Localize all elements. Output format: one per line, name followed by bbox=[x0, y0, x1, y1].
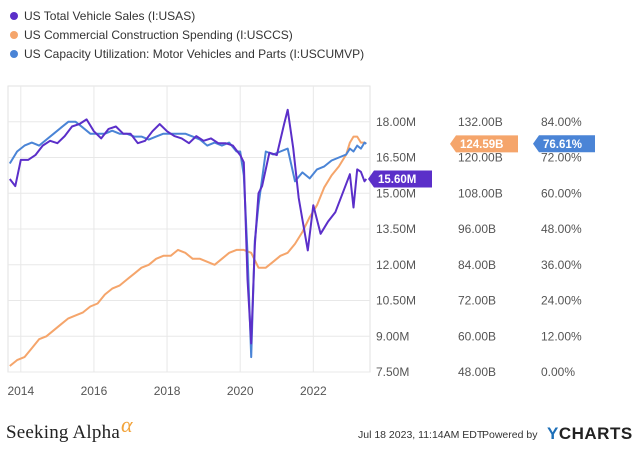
timestamp: Jul 18 2023, 11:14AM EDT. bbox=[358, 429, 486, 441]
legend-label-2: US Capacity Utilization: Motor Vehicles … bbox=[24, 47, 364, 61]
x-tick-label-2: 2018 bbox=[154, 384, 181, 398]
spending-tick-label-7: 48.00B bbox=[458, 365, 496, 379]
badge-0 bbox=[368, 170, 432, 188]
sales-tick-label-5: 10.50M bbox=[376, 294, 416, 308]
legend-label-0: US Total Vehicle Sales (I:USAS) bbox=[24, 9, 195, 23]
y-axes: 18.00M 16.50M 15.00M 13.50M 12.00M 10.50M 9.00… bbox=[376, 115, 582, 379]
spending-tick-label-2: 108.00B bbox=[458, 186, 503, 200]
sales-tick-label-0: 18.00M bbox=[376, 115, 416, 129]
x-axis: 2014 2016 2018 2020 2022 bbox=[7, 384, 327, 398]
powered-by-text: Powered by bbox=[482, 429, 538, 441]
badge-label-1: 124.59B bbox=[460, 139, 503, 151]
x-tick-label-3: 2020 bbox=[227, 384, 254, 398]
capacity-tick-label-1: 72.00% bbox=[541, 151, 582, 165]
legend-marker-2 bbox=[10, 50, 18, 58]
alpha-icon: α bbox=[120, 412, 133, 437]
x-tick-label-0: 2014 bbox=[7, 384, 34, 398]
capacity-tick-label-6: 12.00% bbox=[541, 329, 582, 343]
spending-tick-label-1: 120.00B bbox=[458, 151, 503, 165]
spending-tick-label-6: 60.00B bbox=[458, 329, 496, 343]
brand-text: Seeking Alpha bbox=[6, 422, 120, 443]
series-line-1 bbox=[9, 135, 367, 367]
badge-2 bbox=[533, 135, 595, 153]
badge-label-0: 15.60M bbox=[378, 174, 416, 186]
sales-tick-label-4: 12.00M bbox=[376, 258, 416, 272]
sales-tick-label-1: 16.50M bbox=[376, 151, 416, 165]
capacity-tick-label-3: 48.00% bbox=[541, 222, 582, 236]
legend-label-1: US Commercial Construction Spending (I:U… bbox=[24, 28, 293, 42]
seeking-alpha-logo: Seeking Alphaα bbox=[6, 412, 133, 444]
capacity-tick-label-0: 84.00% bbox=[541, 115, 582, 129]
x-tick-label-4: 2022 bbox=[300, 384, 327, 398]
capacity-tick-label-4: 36.00% bbox=[541, 258, 582, 272]
series-line-2 bbox=[8, 120, 367, 359]
sales-tick-label-7: 7.50M bbox=[376, 365, 409, 379]
spending-tick-label-3: 96.00B bbox=[458, 222, 496, 236]
spending-tick-label-0: 132.00B bbox=[458, 115, 503, 129]
grid bbox=[7, 85, 371, 373]
plot-area bbox=[8, 108, 368, 367]
capacity-tick-label-2: 60.00% bbox=[541, 186, 582, 200]
badge-1 bbox=[450, 135, 518, 153]
legend-marker-1 bbox=[10, 31, 18, 39]
badge-label-2: 76.61% bbox=[543, 139, 582, 151]
ycharts-y: Y bbox=[547, 424, 559, 443]
capacity-tick-label-7: 0.00% bbox=[541, 365, 575, 379]
spending-tick-label-5: 72.00B bbox=[458, 294, 496, 308]
ycharts-rest: CHARTS bbox=[558, 424, 633, 443]
capacity-tick-label-5: 24.00% bbox=[541, 294, 582, 308]
spending-tick-label-4: 84.00B bbox=[458, 258, 496, 272]
x-tick-label-1: 2016 bbox=[81, 384, 108, 398]
sales-tick-label-3: 13.50M bbox=[376, 222, 416, 236]
sales-tick-label-2: 15.00M bbox=[376, 186, 416, 200]
series-line-0 bbox=[9, 108, 368, 345]
legend-marker-0 bbox=[10, 12, 18, 20]
ycharts-logo: YCHARTS bbox=[547, 424, 633, 444]
legend: US Total Vehicle Sales (I:USAS) US Commer… bbox=[10, 9, 364, 61]
last-value-badges: 15.60M 124.59B 76.61% bbox=[368, 135, 595, 188]
sales-tick-label-6: 9.00M bbox=[376, 329, 409, 343]
